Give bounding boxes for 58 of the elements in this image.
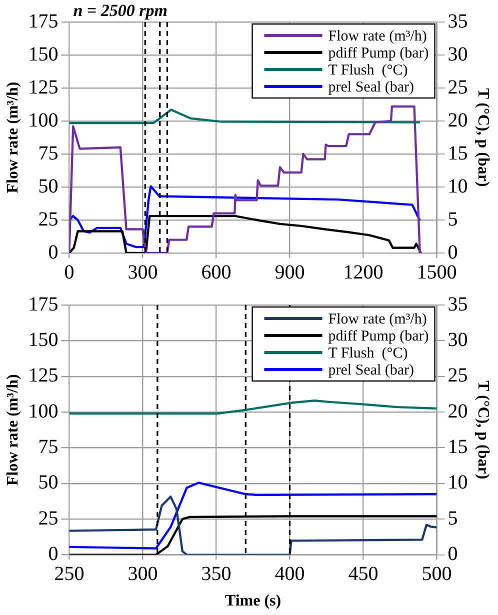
- legend-label: T Flush (°C): [328, 345, 408, 362]
- y-tick-label: 125: [28, 76, 58, 98]
- y2-tick-label: 35: [448, 293, 468, 316]
- x-tick-label: 300: [128, 261, 158, 284]
- y2-tick-label: 25: [448, 76, 468, 98]
- y-tick-label: 75: [38, 436, 58, 458]
- y2-tick-label: 0: [448, 241, 458, 264]
- x-tick-label: 300: [128, 563, 158, 586]
- legend-label: T Flush (°C): [328, 62, 408, 78]
- y2-tick-label: 15: [448, 436, 468, 458]
- y2-tick-label: 30: [448, 43, 468, 66]
- y2-axis-title: T (°C), p (bar): [474, 88, 492, 187]
- legend-label: pdiff Pump (bar): [328, 328, 429, 344]
- x-tick-label: 250: [54, 563, 84, 586]
- x-tick-label: 500: [422, 563, 452, 586]
- y2-tick-label: 30: [448, 328, 468, 351]
- y-tick-label: 175: [28, 10, 58, 32]
- y2-tick-label: 20: [448, 400, 468, 422]
- y2-tick-label: 10: [448, 175, 468, 198]
- y-tick-label: 25: [38, 208, 58, 230]
- y-tick-label: 150: [28, 328, 58, 351]
- y-tick-label: 100: [28, 109, 58, 132]
- y-axis-title: Flow rate (m³/h): [4, 82, 22, 194]
- y2-tick-label: 25: [448, 364, 468, 387]
- x-tick-label: 900: [274, 261, 305, 284]
- legend-label: Flow rate (m³/h): [328, 311, 427, 328]
- y-tick-label: 0: [48, 543, 58, 566]
- y-axis-title: Flow rate (m³/h): [4, 374, 22, 486]
- y-tick-label: 125: [28, 364, 58, 387]
- y2-axis-title: T (°C), p (bar): [474, 380, 492, 480]
- y2-tick-label: 0: [448, 543, 458, 566]
- legend-label: pdiff Pump (bar): [328, 45, 429, 62]
- y-tick-label: 100: [28, 400, 58, 422]
- legend-label: Flow rate (m³/h): [328, 28, 427, 44]
- y2-tick-label: 5: [448, 208, 458, 230]
- y2-tick-label: 10: [448, 472, 468, 494]
- x-tick-label: 450: [348, 563, 378, 586]
- x-tick-label: 600: [201, 261, 232, 284]
- x-tick-label: 350: [201, 563, 232, 586]
- y-tick-label: 75: [38, 142, 58, 164]
- y-tick-label: 150: [28, 43, 58, 66]
- y-tick-label: 50: [38, 472, 58, 494]
- x-tick-label: 0: [64, 261, 74, 284]
- legend-label: prel Seal (bar): [328, 362, 414, 378]
- chart-title: n = 2500 rpm: [73, 0, 168, 20]
- y-tick-label: 50: [38, 175, 58, 198]
- y2-tick-label: 20: [448, 109, 468, 132]
- x-axis-title: Time (s): [224, 592, 282, 610]
- y-tick-label: 25: [38, 507, 58, 530]
- y2-tick-label: 35: [448, 10, 468, 32]
- x-tick-label: 1200: [343, 261, 384, 284]
- y-tick-label: 175: [28, 293, 58, 316]
- y2-tick-label: 5: [448, 507, 458, 530]
- y-tick-label: 0: [48, 241, 58, 264]
- x-tick-label: 1500: [416, 261, 457, 284]
- legend-label: prel Seal (bar): [328, 79, 414, 96]
- x-tick-label: 400: [274, 563, 305, 586]
- y2-tick-label: 15: [448, 142, 468, 164]
